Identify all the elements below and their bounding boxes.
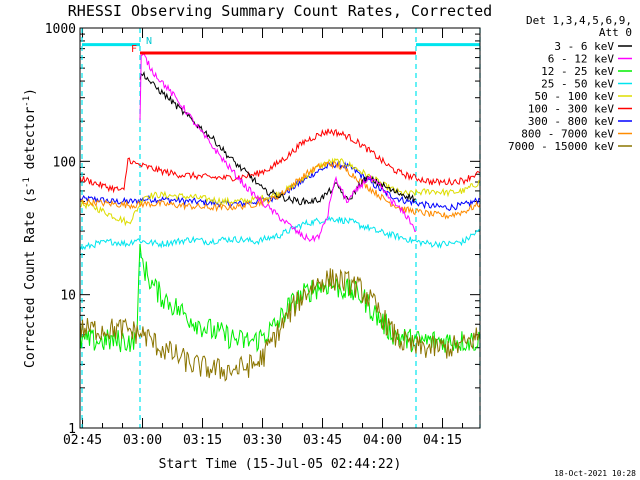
y-axis-label-sup2: -1 [22,96,32,107]
series-line [79,243,481,353]
series-line [79,268,481,382]
x-tick-label: 04:00 [363,433,402,448]
series-line [139,70,417,206]
y-axis-label: Corrected Count Rate (s-1 detector-1) [22,88,38,368]
x-tick-label: 03:45 [303,433,342,448]
series-line [79,161,481,220]
y-axis-label-main: Corrected Count Rate (s [23,188,38,368]
legend-header-attenuator: Att 0 [599,26,632,39]
series-line [79,215,481,251]
legend-label: 800 - 7000 keV [521,128,614,141]
legend-label: 7000 - 15000 keV [508,140,614,153]
y-tick-label: 1000 [45,22,76,37]
y-tick-label: 10 [60,289,76,304]
flag-label-n: N [146,36,152,47]
y-tick-label: 100 [53,155,76,170]
legend-label: 3 - 6 keV [554,40,614,53]
legend-label: 25 - 50 keV [541,78,614,91]
legend-label: 50 - 100 keV [535,90,615,103]
legend-label: 6 - 12 keV [548,53,615,66]
x-axis-label: Start Time (15-Jul-05 02:44:22) [159,457,402,472]
legend-label: 300 - 800 keV [528,115,614,128]
legend-header-detectors: Det 1,3,4,5,6,9, [526,14,632,27]
flag-label-f: F [131,44,137,55]
x-tick-label: 02:45 [63,433,102,448]
series-line [139,53,417,243]
y-tick-label: 1 [68,422,76,437]
x-tick-label: 03:15 [183,433,222,448]
plot-frame [79,27,481,429]
legend-label: 12 - 25 keV [541,65,614,78]
x-tick-label: 03:00 [123,433,162,448]
timestamp: 18-Oct-2021 10:28 [554,469,636,478]
y-axis-label-end: ) [23,88,38,96]
x-tick-label: 03:30 [243,433,282,448]
y-axis-label-mid: detector [23,107,38,178]
x-tick-label: 04:15 [423,433,462,448]
chart-title: RHESSI Observing Summary Count Rates, Co… [68,2,492,20]
legend-label: 100 - 300 keV [528,103,614,116]
series-line [79,128,481,194]
series-line [79,160,481,212]
y-axis-label-sup1: -1 [22,177,32,188]
plot-area [79,27,481,429]
